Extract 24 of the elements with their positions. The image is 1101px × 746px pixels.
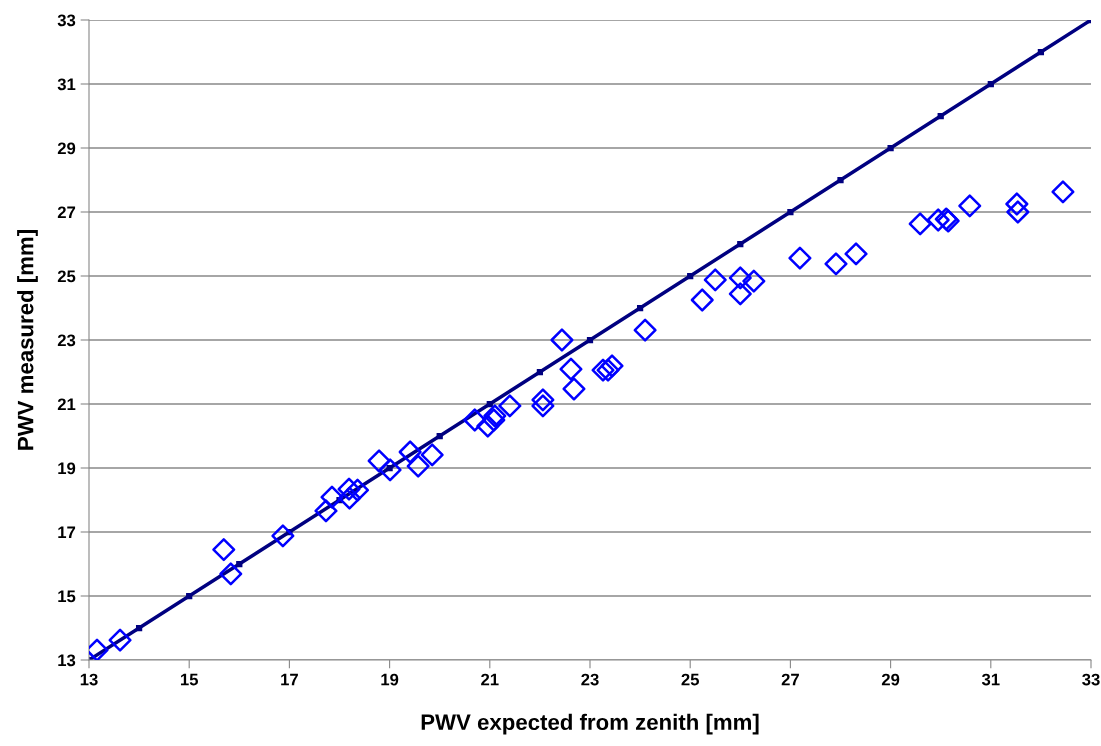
y-axis-title: PWV measured [mm] xyxy=(17,230,38,450)
x-tick-label: 19 xyxy=(381,673,399,686)
x-tick-label: 33 xyxy=(1082,673,1100,686)
y-tick-label: 23 xyxy=(57,334,76,347)
y-tick-label: 17 xyxy=(58,526,76,539)
x-tick-label: 29 xyxy=(881,673,900,686)
y-tick-label: 33 xyxy=(57,14,76,27)
y-tick-label: 25 xyxy=(57,270,76,283)
x-axis-title: PWV expected from zenith [mm] xyxy=(421,713,759,735)
x-tick-label: 13 xyxy=(80,673,98,686)
y-tick-label: 19 xyxy=(58,462,76,475)
y-tick-label: 21 xyxy=(57,398,76,411)
y-tick-label: 31 xyxy=(57,78,76,91)
y-tick-label: 27 xyxy=(57,206,76,219)
y-tick-label: 13 xyxy=(58,654,76,667)
x-tick-label: 15 xyxy=(180,673,199,686)
x-tick-label: 17 xyxy=(281,673,298,686)
y-tick-label: 29 xyxy=(57,142,76,155)
x-tick-label: 25 xyxy=(681,673,700,686)
x-tick-label: 21 xyxy=(481,673,499,686)
x-tick-label: 31 xyxy=(981,673,1000,686)
x-tick-label: 27 xyxy=(781,673,799,686)
y-tick-label: 15 xyxy=(58,590,76,603)
x-tick-label: 23 xyxy=(581,673,599,686)
